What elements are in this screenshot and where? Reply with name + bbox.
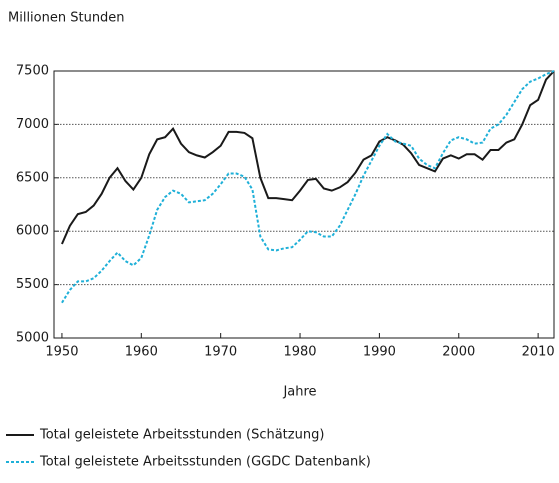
x-tick-label: 1980	[283, 345, 316, 360]
y-axis-label: Millionen Stunden	[8, 11, 125, 26]
legend-label: Total geleistete Arbeitsstunden (Schätzu…	[39, 428, 324, 443]
y-tick-label: 7000	[16, 117, 49, 132]
x-tick-label: 1950	[45, 345, 78, 360]
series-line	[61, 70, 555, 304]
x-tick-label: 2000	[442, 345, 475, 360]
x-tick-label: 2010	[522, 345, 555, 360]
y-tick-label: 5500	[16, 277, 49, 292]
y-tick-label: 6000	[16, 224, 49, 239]
y-tick-label: 7500	[16, 64, 49, 79]
legend-label: Total geleistete Arbeitsstunden (GGDC Da…	[39, 455, 371, 470]
x-tick-label: 1990	[363, 345, 396, 360]
x-tick-label: 1960	[125, 345, 158, 360]
x-axis-label: Jahre	[282, 385, 316, 400]
plot-frame	[53, 70, 555, 339]
x-tick-label: 1970	[204, 345, 237, 360]
series-line	[61, 70, 555, 245]
y-tick-label: 5000	[16, 331, 49, 346]
y-tick-label: 6500	[16, 170, 49, 185]
